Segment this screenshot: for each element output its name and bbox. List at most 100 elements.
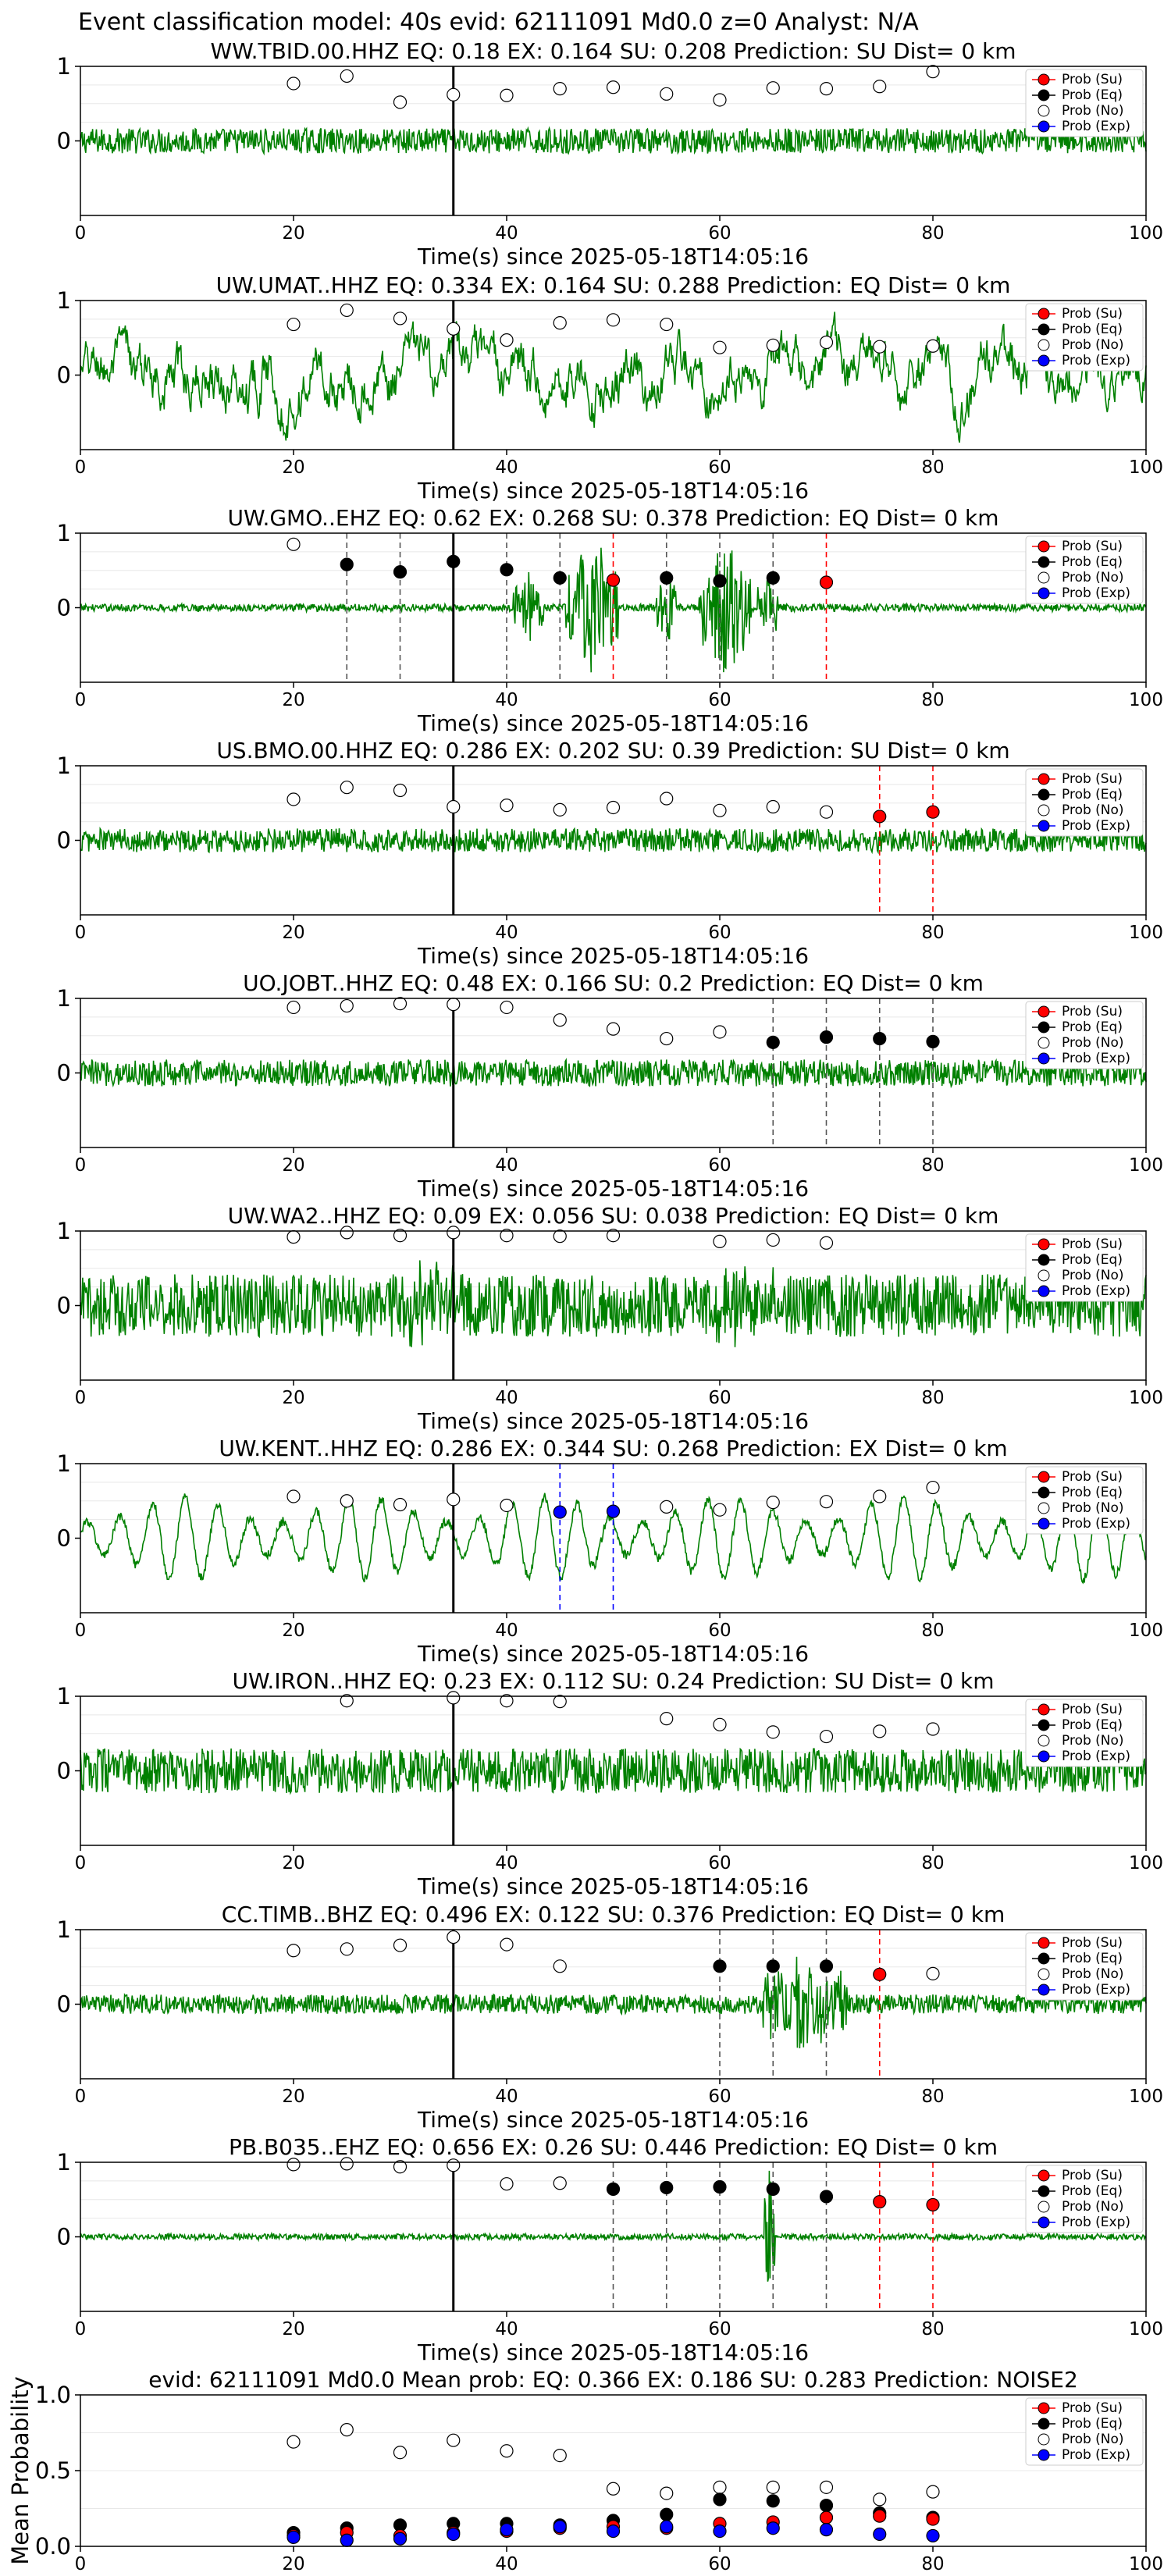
mean-prob-point-eq (766, 2494, 780, 2508)
prob-point-eq (766, 571, 780, 585)
prob-point-no (553, 1013, 567, 1027)
legend: Prob (Su)Prob (Eq)Prob (No)Prob (Exp) (1025, 535, 1144, 604)
prob-point-no (660, 317, 674, 332)
legend-label: Prob (No) (1062, 570, 1124, 585)
prob-point-eq (819, 1030, 834, 1044)
panel-title: CC.TIMB..BHZ EQ: 0.496 EX: 0.122 SU: 0.3… (222, 1902, 1005, 1927)
prob-point-exp (606, 1504, 621, 1518)
prob-point-eq (873, 1031, 887, 1046)
prob-point-no (926, 1480, 940, 1495)
mean-prob-point-exp (713, 2524, 727, 2539)
mean-prob-point-exp (660, 2520, 674, 2534)
legend: Prob (Su)Prob (Eq)Prob (No)Prob (Exp) (1025, 1001, 1144, 1069)
x-tick-label: 0 (75, 2087, 87, 2107)
legend-frame (1025, 2165, 1144, 2233)
x-tick-label: 100 (1129, 1388, 1163, 1408)
prob-point-eq (660, 2180, 674, 2195)
x-tick-label: 40 (495, 457, 518, 478)
prob-point-no (766, 81, 780, 95)
x-tick-label: 20 (282, 2554, 304, 2574)
legend-label: Prob (Exp) (1062, 1051, 1130, 1066)
y-tick-label: 1 (57, 53, 71, 80)
x-tick-label: 80 (921, 1155, 944, 1176)
x-tick-label: 40 (495, 923, 518, 943)
x-tick-label: 80 (921, 2554, 944, 2574)
prob-point-no (553, 316, 567, 330)
panel-title: UW.KENT..HHZ EQ: 0.286 EX: 0.344 SU: 0.2… (219, 1436, 1007, 1461)
x-tick-label: 0 (75, 1155, 87, 1176)
legend-label: Prob (Exp) (1062, 2215, 1130, 2230)
legend-marker (1038, 2449, 1050, 2461)
legend-label: Prob (No) (1062, 103, 1124, 119)
legend-marker (1038, 820, 1050, 832)
legend-marker (1038, 2185, 1050, 2197)
prob-point-eq (660, 571, 674, 585)
legend-frame (1025, 2397, 1144, 2466)
legend-label: Prob (Exp) (1062, 1283, 1130, 1299)
prob-point-eq (766, 1959, 780, 1973)
prob-point-no (500, 1229, 514, 1243)
y-tick-label: 0 (57, 362, 71, 389)
legend-label: Prob (Eq) (1062, 1951, 1123, 1966)
panel-title: UW.IRON..HHZ EQ: 0.23 EX: 0.112 SU: 0.24… (232, 1668, 994, 1694)
waveform-trace (80, 826, 1147, 855)
mean-prob-point-exp (766, 2521, 780, 2535)
prob-point-no (447, 1226, 461, 1240)
legend-label: Prob (Su) (1062, 72, 1123, 87)
x-axis-label: Time(s) since 2025-05-18T14:05:16 (417, 1873, 809, 1899)
legend-frame (1025, 69, 1144, 137)
x-tick-label: 40 (495, 1388, 518, 1408)
panel-title: UW.UMAT..HHZ EQ: 0.334 EX: 0.164 SU: 0.2… (216, 272, 1011, 298)
legend: Prob (Su)Prob (Eq)Prob (No)Prob (Exp) (1025, 1932, 1144, 2001)
prob-point-no (819, 335, 834, 350)
x-tick-label: 20 (282, 1388, 304, 1408)
x-axis-label: Time(s) since 2025-05-18T14:05:16 (417, 2107, 809, 2133)
prob-point-no (500, 1000, 514, 1015)
x-tick-label: 0 (75, 2554, 87, 2574)
legend-label: Prob (Exp) (1062, 119, 1130, 134)
panel-1: WW.TBID.00.HHZ EQ: 0.18 EX: 0.164 SU: 0.… (57, 38, 1163, 269)
prob-point-no (340, 1494, 354, 1508)
x-tick-label: 80 (921, 223, 944, 244)
x-tick-label: 40 (495, 2554, 518, 2574)
prob-point-no (606, 1229, 621, 1243)
legend-marker (1038, 1984, 1050, 1996)
prob-point-no (660, 1500, 674, 1514)
legend-label: Prob (Exp) (1062, 818, 1130, 834)
legend-marker (1038, 2418, 1050, 2430)
prob-point-no (393, 311, 408, 326)
prob-point-no (393, 1938, 408, 1952)
y-tick-label: 0 (57, 1060, 71, 1087)
panel-10: PB.B035..EHZ EQ: 0.656 EX: 0.26 SU: 0.44… (57, 2134, 1163, 2365)
legend-frame (1025, 303, 1144, 372)
prob-point-no (500, 799, 514, 813)
legend-label: Prob (Exp) (1062, 353, 1130, 368)
y-tick-label: 1 (57, 2149, 71, 2176)
mean-prob-point-eq (819, 2499, 834, 2513)
legend-marker (1038, 1719, 1050, 1731)
x-axis-label: Time(s) since 2025-05-18T14:05:16 (417, 710, 809, 736)
x-tick-label: 60 (708, 1853, 731, 1873)
legend-marker (1038, 1735, 1050, 1747)
x-tick-label: 100 (1129, 1155, 1163, 1176)
legend: Prob (Su)Prob (Eq)Prob (No)Prob (Exp) (1025, 2397, 1144, 2466)
prob-point-no (447, 87, 461, 101)
prob-point-no (873, 340, 887, 354)
prob-point-eq (926, 1034, 940, 1048)
legend-label: Prob (Su) (1062, 539, 1123, 554)
x-tick-label: 40 (495, 2319, 518, 2339)
mean-prob-point-no (287, 2435, 301, 2449)
panel-title: UW.WA2..HHZ EQ: 0.09 EX: 0.056 SU: 0.038… (228, 1203, 999, 1229)
prob-point-eq (819, 2190, 834, 2204)
prob-point-su (819, 575, 834, 589)
y-tick-label: 0 (57, 128, 71, 155)
mean-prob-point-exp (447, 2527, 461, 2542)
prob-point-no (926, 339, 940, 353)
y-tick-label: 0 (57, 1991, 71, 2018)
legend-label: Prob (No) (1062, 1268, 1124, 1283)
legend-marker (1038, 1037, 1050, 1049)
panel-title: UW.GMO..EHZ EQ: 0.62 EX: 0.268 SU: 0.378… (227, 505, 998, 531)
legend-marker (1038, 1517, 1050, 1530)
legend-marker (1038, 2216, 1050, 2229)
prob-point-no (340, 1226, 354, 1240)
